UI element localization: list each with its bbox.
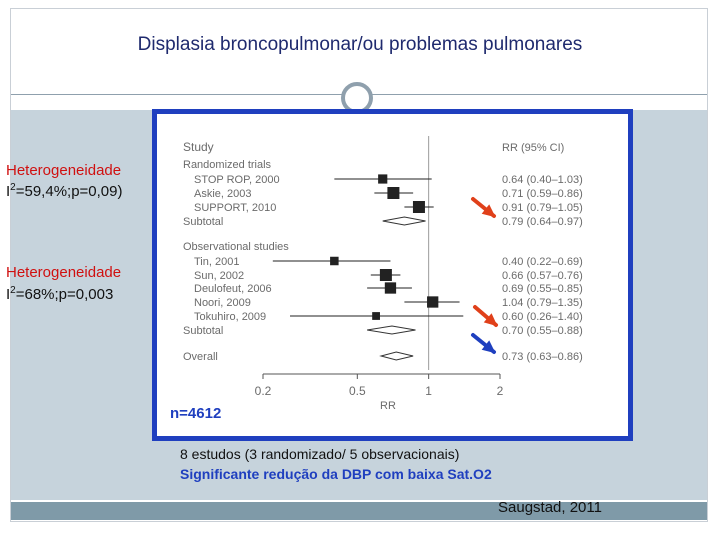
subtotal-randomized-arrow-head <box>481 204 496 218</box>
overall-arrow-head <box>481 340 496 354</box>
row-label-subtotal: Subtotal <box>183 216 223 228</box>
row-label-overall: Overall <box>183 351 218 363</box>
x-tick-label: 0.2 <box>255 384 272 398</box>
row-label-observational-studies: Observational studies <box>183 241 289 253</box>
ci-text: 0.71 (0.59–0.86) <box>502 188 583 200</box>
ci-text: 1.04 (0.79–1.35) <box>502 297 583 309</box>
row-label-deulofeut-2006: Deulofeut, 2006 <box>194 283 272 295</box>
ci-text: 0.91 (0.79–1.05) <box>502 202 583 214</box>
x-axis-label: RR <box>380 400 396 412</box>
row-label-randomized-trials: Randomized trials <box>183 159 272 171</box>
citation: Saugstad, 2011 <box>498 499 602 516</box>
row-label-noori-2009: Noori, 2009 <box>194 297 251 309</box>
effect-square <box>427 296 439 308</box>
pooled-diamond <box>379 351 414 361</box>
studies-note: 8 estudos (3 randomizado/ 5 observaciona… <box>180 446 460 462</box>
effect-square <box>387 187 400 199</box>
effect-square <box>384 282 397 294</box>
heterogeneity-label-observational: Heterogeneidade <box>6 264 122 281</box>
pooled-diamond <box>367 325 416 335</box>
footer-bar <box>11 502 707 520</box>
heterogeneity-label-randomized: Heterogeneidade <box>6 162 122 179</box>
x-tick-label: 0.5 <box>349 384 366 398</box>
heterogeneity-stat-randomized: I2=59,4%;p=0,09) <box>6 182 123 200</box>
slide-frame <box>10 8 708 522</box>
sample-size-label: n=4612 <box>170 405 222 422</box>
x-tick-label: 2 <box>497 384 504 398</box>
slide-title: Displasia broncopulmonar/ou problemas pu… <box>137 34 583 55</box>
ci-text: 0.40 (0.22–0.69) <box>502 256 583 268</box>
ci-text: 0.73 (0.63–0.86) <box>502 351 583 363</box>
conclusion-note: Significante redução da DBP com baixa Sa… <box>180 466 492 482</box>
ci-text: 0.79 (0.64–0.97) <box>502 216 583 228</box>
row-label-support-2010: SUPPORT, 2010 <box>194 202 276 214</box>
effect-square <box>330 256 339 266</box>
heterogeneity-stat-observational: I2=68%;p=0,003 <box>6 285 114 303</box>
ci-text: 0.66 (0.57–0.76) <box>502 270 583 282</box>
subtotal-observational-arrow-head <box>483 313 498 327</box>
row-label-tin-2001: Tin, 2001 <box>194 256 239 268</box>
ci-text: 0.64 (0.40–1.03) <box>502 174 583 186</box>
row-label-askie-2003: Askie, 2003 <box>194 188 251 200</box>
row-label-stop-rop-2000: STOP ROP, 2000 <box>194 174 280 186</box>
ci-text: 0.60 (0.26–1.40) <box>502 311 583 323</box>
rr-column-header: RR (95% CI) <box>502 142 564 154</box>
effect-square <box>372 312 380 320</box>
ci-text: 0.70 (0.55–0.88) <box>502 325 583 337</box>
ci-text: 0.69 (0.55–0.85) <box>502 283 583 295</box>
effect-square <box>412 201 425 213</box>
row-label-subtotal: Subtotal <box>183 325 223 337</box>
effect-square <box>378 174 388 184</box>
row-label-tokuhiro-2009: Tokuhiro, 2009 <box>194 311 266 323</box>
x-tick-label: 1 <box>425 384 432 398</box>
study-column-header: Study <box>183 140 214 154</box>
pooled-diamond <box>382 216 426 226</box>
row-label-sun-2002: Sun, 2002 <box>194 270 244 282</box>
effect-square <box>379 269 392 281</box>
